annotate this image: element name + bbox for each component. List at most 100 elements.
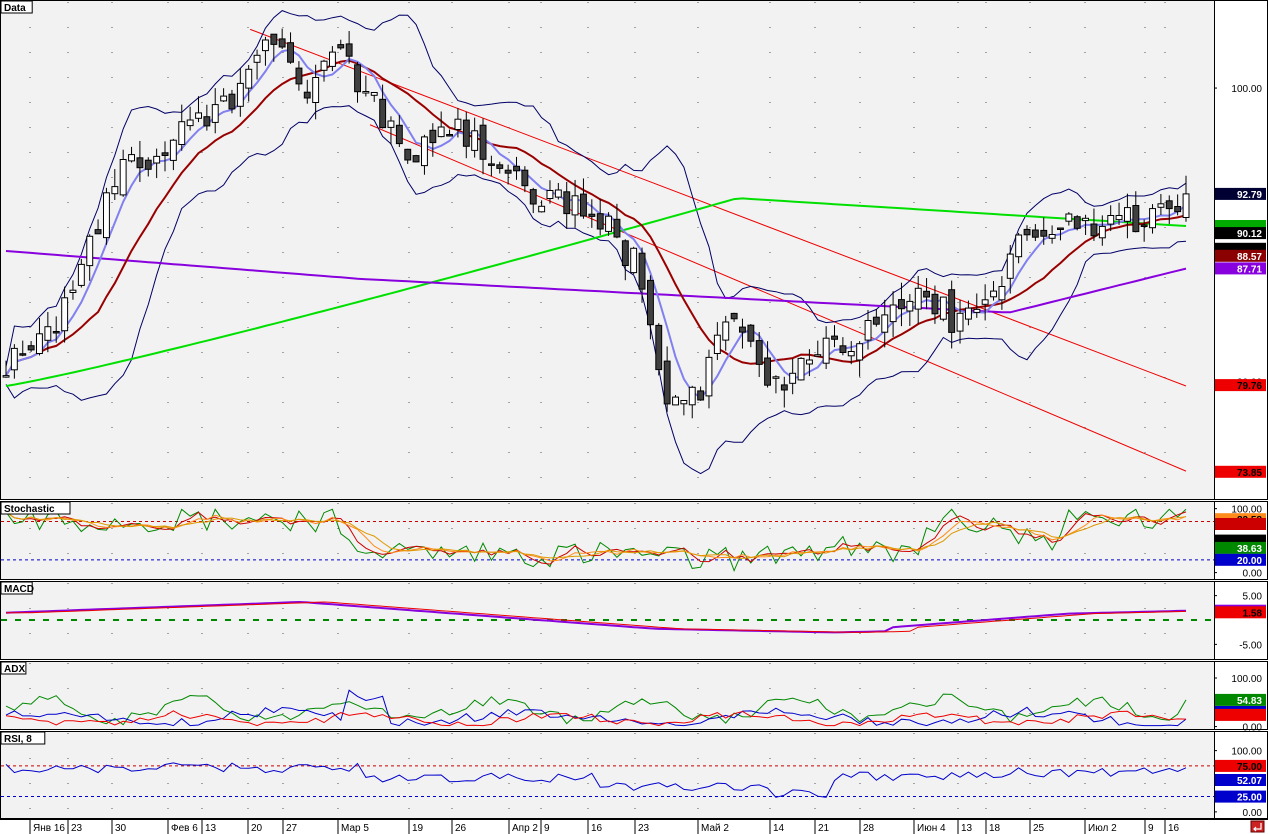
macd-value-tag: [1215, 606, 1266, 619]
x-tick-label: Апр 2: [512, 823, 538, 834]
stoch-tick-label: 100.00: [1231, 505, 1262, 516]
candle-body: [454, 118, 462, 130]
rsi-value-tag-label: 25.00: [1237, 793, 1262, 804]
stoch-title-box: [0, 501, 71, 515]
adx-tick-label: 0.00: [1243, 723, 1263, 734]
adx-tick-label: 100.00: [1231, 674, 1262, 685]
candle-body: [1157, 203, 1165, 208]
candle-body: [471, 130, 479, 151]
x-tick-label: 13: [961, 823, 973, 834]
candle-body: [571, 195, 579, 216]
rsi-title: RSI, 8: [4, 734, 32, 745]
candle-body: [354, 64, 362, 93]
x-axis-bar: [0, 819, 1268, 834]
price-value-tag: [1215, 249, 1266, 262]
candle-body: [563, 191, 571, 215]
candle-body: [136, 157, 144, 169]
candle-body: [220, 95, 228, 102]
x-tick-label: 28: [863, 823, 875, 834]
candle-body: [86, 235, 94, 267]
scroll-end-icon[interactable]: [1250, 820, 1265, 833]
price-value-tag: [1215, 227, 1266, 240]
rsi-title-box: [0, 731, 46, 745]
candle-body: [421, 136, 428, 167]
candle-body: [898, 299, 905, 310]
candle-body: [379, 98, 387, 129]
candle-body: [554, 189, 562, 198]
candle-body: [647, 279, 654, 326]
adx-value-tag-label: 54.83: [1237, 696, 1262, 707]
candle-body: [755, 340, 763, 365]
candle-body: [705, 356, 713, 397]
candle-body: [2, 375, 10, 378]
candle-body: [496, 164, 504, 169]
candle-body: [253, 54, 261, 63]
candle-body: [228, 93, 236, 110]
x-tick-label: 9: [1148, 823, 1154, 834]
price-value-tag-label: 92.79: [1237, 190, 1262, 201]
macd-value-tag-label: 1.58: [1243, 608, 1263, 619]
candle-body: [956, 312, 964, 332]
candle-body: [479, 124, 487, 160]
candle-body: [203, 116, 211, 127]
candle-body: [730, 312, 738, 320]
candle-body: [688, 386, 696, 406]
candle-body: [128, 154, 136, 162]
candle-body: [395, 124, 403, 145]
stoch-title: Stochastic: [4, 504, 55, 515]
stoch-value-tag: [1215, 518, 1266, 530]
candle-body: [764, 357, 771, 386]
candle-body: [1048, 234, 1056, 239]
candle-body: [169, 139, 177, 161]
candle-body: [278, 38, 286, 48]
rsi-value-tag-label: 52.07: [1237, 776, 1262, 787]
rsi-value-tag-label: 75.00: [1237, 762, 1262, 773]
candle-body: [948, 289, 956, 333]
candle-body: [529, 189, 537, 205]
candle-body: [119, 159, 127, 196]
candle-body: [144, 159, 152, 170]
x-tick-label: Мар 5: [341, 823, 369, 834]
candle-body: [906, 300, 914, 312]
rsi-value-tag: [1215, 774, 1266, 786]
rsi-value-tag: [1215, 790, 1266, 803]
price-tick-label: 100.00: [1231, 84, 1262, 95]
candle-body: [195, 112, 203, 119]
x-tick-label: Июл 2: [1088, 823, 1117, 834]
candle-body: [77, 263, 85, 286]
candle-body: [153, 155, 161, 164]
candle-body: [303, 91, 311, 99]
candle-body: [923, 290, 930, 298]
ma-fast-line: [5, 48, 1187, 400]
candle-body: [52, 331, 60, 334]
return-arrow-icon: [1253, 823, 1262, 832]
candle-body: [178, 121, 186, 145]
candle-body: [262, 39, 269, 52]
candle-body: [1140, 224, 1148, 227]
candle-body: [831, 335, 838, 340]
candle-body: [889, 304, 897, 323]
x-tick-label: 26: [455, 823, 467, 834]
x-tick-label: 16: [1168, 823, 1180, 834]
price-value-tag: [1215, 262, 1266, 275]
ma-red-line: [5, 59, 1187, 377]
candle-body: [345, 43, 353, 57]
candle-body: [546, 190, 554, 199]
channel-lower-line: [369, 124, 1187, 472]
bollinger-upper: [5, 10, 1187, 367]
candle-body: [872, 316, 880, 325]
adx-value-tag: [1215, 708, 1266, 721]
candle-body: [973, 308, 981, 313]
adx-title-box: [0, 661, 27, 675]
candle-body: [605, 215, 612, 232]
rsi-value-tag: [1215, 759, 1266, 772]
x-tick-label: Фев 6: [171, 823, 198, 834]
candle-body: [990, 290, 997, 298]
candle-body: [588, 213, 596, 217]
candle-body: [36, 333, 43, 354]
candle-body: [387, 120, 395, 128]
candle-body: [789, 372, 797, 384]
candle-body: [638, 252, 646, 290]
x-tick-label: 14: [773, 823, 785, 834]
adx-line: [5, 689, 1187, 727]
